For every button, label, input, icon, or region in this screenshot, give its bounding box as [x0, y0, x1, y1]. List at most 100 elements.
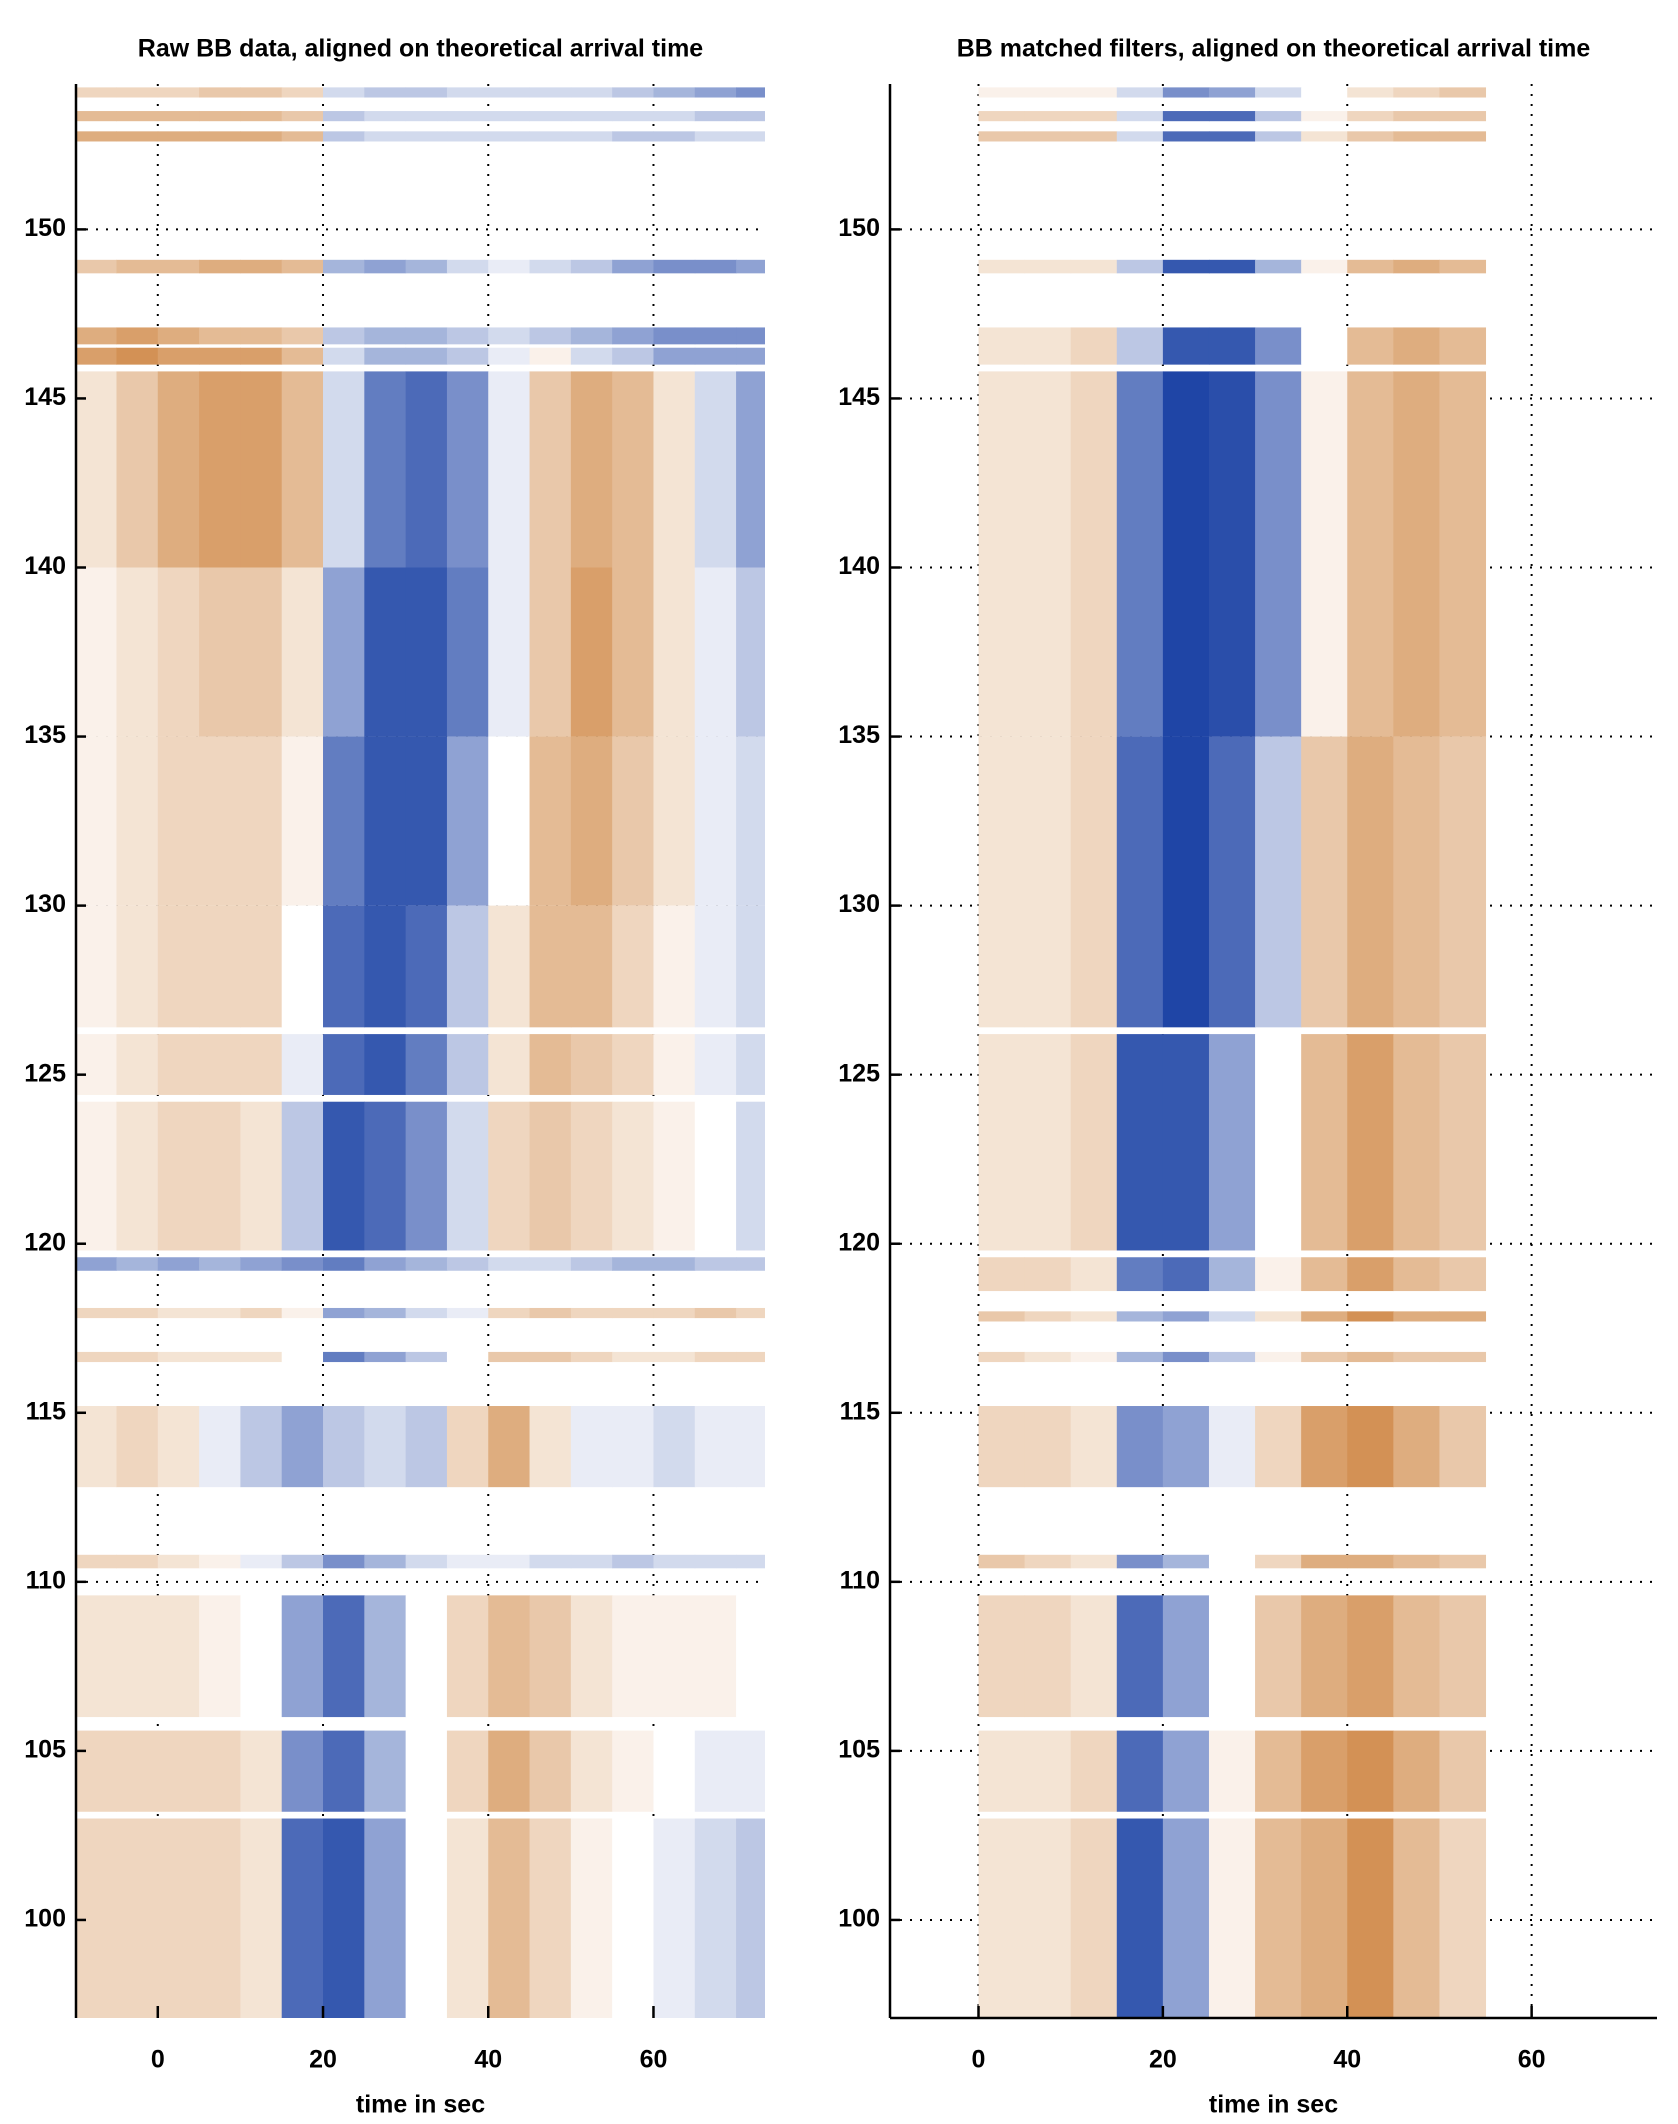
heat-cell [1208, 1034, 1256, 1251]
heat-cell [157, 131, 200, 142]
heat-cell [405, 1307, 448, 1319]
heat-cell [570, 1257, 613, 1271]
heat-cell [570, 327, 613, 345]
heat-cell [157, 567, 200, 737]
heat-cell [612, 371, 654, 568]
heat-cell [1116, 1554, 1164, 1569]
heat-cell [1347, 1406, 1394, 1488]
heat-cell [1024, 111, 1072, 122]
x-tick-label: 20 [309, 2046, 337, 2074]
heat-cell [281, 1101, 324, 1251]
heat-cell [76, 1351, 117, 1363]
y-tick-label: 145 [838, 383, 880, 411]
heat-cell [405, 371, 448, 568]
chart-title: Raw BB data, aligned on theoretical arri… [138, 35, 704, 63]
heat-cell [612, 1257, 654, 1271]
heat-cell [364, 1730, 407, 1812]
heat-cell [1116, 1257, 1164, 1292]
heat-cell [1116, 1595, 1164, 1718]
heat-cell [1255, 327, 1302, 365]
heat-cell [488, 736, 531, 906]
heat-cell [240, 347, 283, 365]
heat-cell [1208, 1311, 1256, 1322]
heat-cell [1301, 259, 1348, 274]
heat-cell [157, 1351, 200, 1363]
heat-cell [364, 87, 407, 98]
heat-cell [529, 1257, 572, 1271]
heat-cell [1255, 1818, 1302, 2018]
heat-cell [199, 1554, 241, 1569]
heat-cell [1208, 1554, 1256, 1569]
heat-cell [488, 1101, 531, 1251]
heat-cell [653, 1351, 696, 1363]
heat-cell [1301, 111, 1348, 122]
heat-cell [446, 347, 489, 365]
heat-cell [570, 905, 613, 1028]
heat-cell [1439, 87, 1487, 98]
heat-cell [978, 736, 1026, 1028]
heat-cell [1347, 1595, 1394, 1718]
heat-cell [978, 1406, 1026, 1488]
heat-cell [446, 1351, 489, 1363]
heat-cell [1070, 259, 1118, 274]
heat-cell [612, 1307, 654, 1319]
heat-cell [694, 371, 737, 568]
heat-cell [1116, 1730, 1164, 1812]
heat-cell [653, 371, 696, 568]
heat-cell [978, 327, 1026, 365]
heat-cell [1070, 1034, 1118, 1251]
heat-cell [612, 1034, 654, 1095]
heat-cell [1208, 371, 1256, 737]
heat-cell [405, 1257, 448, 1271]
heat-cell [1347, 736, 1394, 1028]
heat-cell [978, 1257, 1026, 1292]
heat-cell [364, 111, 407, 122]
heat-cell [1439, 1311, 1487, 1322]
y-tick-label: 150 [838, 214, 880, 242]
heat-cell [570, 347, 613, 365]
heat-cell [116, 259, 159, 274]
heat-cell [240, 1351, 283, 1363]
heat-cell [529, 567, 572, 737]
y-tick-label: 125 [24, 1059, 66, 1087]
heat-cell [281, 371, 324, 568]
heat-cell [199, 1351, 241, 1363]
heat-cell [736, 1307, 765, 1319]
heat-cell [157, 905, 200, 1028]
heat-cell [364, 371, 407, 568]
heat-cell [694, 1034, 737, 1095]
heat-cell [199, 1730, 241, 1812]
heat-cell [446, 1307, 489, 1319]
heat-cell [364, 327, 407, 345]
heat-cell [1208, 1257, 1256, 1292]
heat-cell [1347, 1818, 1394, 2018]
heat-cell [978, 1034, 1026, 1251]
heat-cell [570, 567, 613, 737]
chart-title: BB matched filters, aligned on theoretic… [957, 35, 1591, 63]
y-tick-label: 135 [838, 721, 880, 749]
heat-cell [446, 371, 489, 568]
heat-cell [1116, 1311, 1164, 1322]
heat-cell [1301, 1595, 1348, 1718]
heat-cell [364, 1406, 407, 1488]
heat-cell [364, 1818, 407, 2018]
heat-cell [570, 736, 613, 906]
x-tick-label: 60 [640, 2046, 668, 2074]
heat-cell [653, 1730, 696, 1812]
y-tick-label: 130 [24, 890, 66, 918]
heat-cell [1439, 1034, 1487, 1251]
x-tick-label: 40 [474, 2046, 502, 2074]
heat-cell [323, 736, 365, 906]
heat-cell [76, 111, 117, 122]
heat-cell [1393, 131, 1440, 142]
heat-cell [157, 259, 200, 274]
heat-cell [199, 1257, 241, 1271]
heat-cell [1301, 1311, 1348, 1322]
heat-cell [1393, 1730, 1440, 1812]
heat-cell [1255, 1311, 1302, 1322]
heat-cell [529, 1818, 572, 2018]
heat-cell [116, 1406, 159, 1488]
heat-cell [736, 87, 765, 98]
heat-cell [1347, 371, 1394, 737]
heat-cell [1070, 1257, 1118, 1292]
